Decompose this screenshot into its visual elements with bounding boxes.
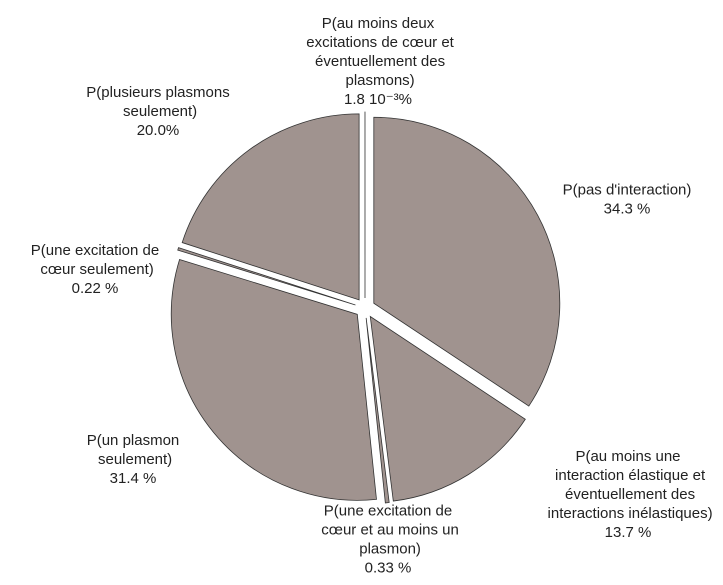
label-line: P(au moins une	[575, 448, 680, 465]
pie-slice	[373, 116, 561, 407]
label-line: éventuellement des	[311, 53, 445, 70]
category-label: P(plusieurs plasmons seulement)	[86, 84, 229, 120]
category-label: P(pas d'interaction)	[563, 181, 692, 198]
slice-label: P(pas d'interaction) 34.3 %	[563, 181, 692, 217]
label-line: cœur seulement)	[36, 261, 154, 278]
category-label: P(un plasmon seulement)	[87, 432, 180, 468]
category-label: P(une excitation de cœur et au moins un …	[317, 502, 459, 557]
label-line: seulement)	[119, 103, 197, 120]
category-label: P(une excitation de cœur seulement)	[31, 242, 159, 278]
value-label: 0.33 %	[365, 559, 412, 576]
label-line: interactions inélastiques)	[543, 505, 712, 522]
label-line: seulement)	[94, 451, 172, 468]
category-label: P(au moins une interaction élastique et …	[543, 448, 712, 522]
label-line: plasmons)	[341, 72, 414, 89]
value-label: 20.0%	[137, 122, 180, 139]
slice-label: P(plusieurs plasmons seulement) 20.0%	[86, 84, 229, 139]
value-label: 13.7 %	[605, 524, 652, 541]
value-label: 0.22 %	[72, 280, 119, 297]
label-line: P(plusieurs plasmons	[86, 84, 229, 101]
pie-slice	[181, 113, 360, 301]
label-line: plasmon)	[355, 540, 421, 557]
label-line: P(un plasmon	[87, 432, 180, 449]
label-line: P(une excitation de	[324, 502, 452, 519]
label-line: P(au moins deux	[322, 15, 435, 32]
slice-label: P(au moins deux excitations de cœur et é…	[302, 15, 455, 108]
pie-slice	[365, 317, 390, 504]
label-line: excitations de cœur et	[302, 34, 455, 51]
value-label: 31.4 %	[110, 470, 157, 487]
slice-label: P(une excitation de cœur et au moins un …	[317, 502, 459, 576]
label-line: P(une excitation de	[31, 242, 159, 259]
value-label: 34.3 %	[604, 200, 651, 217]
category-label: P(au moins deux excitations de cœur et é…	[302, 15, 455, 89]
label-line: cœur et au moins un	[317, 521, 459, 538]
pie-slice	[170, 258, 377, 501]
pie-slice	[369, 315, 526, 502]
label-line: P(pas d'interaction)	[563, 181, 692, 198]
slice-label: P(au moins une interaction élastique et …	[543, 448, 712, 541]
slice-label: P(un plasmon seulement) 31.4 %	[87, 432, 180, 487]
value-label: 1.8 10⁻³%	[344, 91, 412, 108]
label-line: interaction élastique et	[551, 467, 706, 484]
label-line: éventuellement des	[561, 486, 695, 503]
pie-slice	[177, 247, 356, 306]
slice-label: P(une excitation de cœur seulement) 0.22 …	[31, 242, 159, 297]
